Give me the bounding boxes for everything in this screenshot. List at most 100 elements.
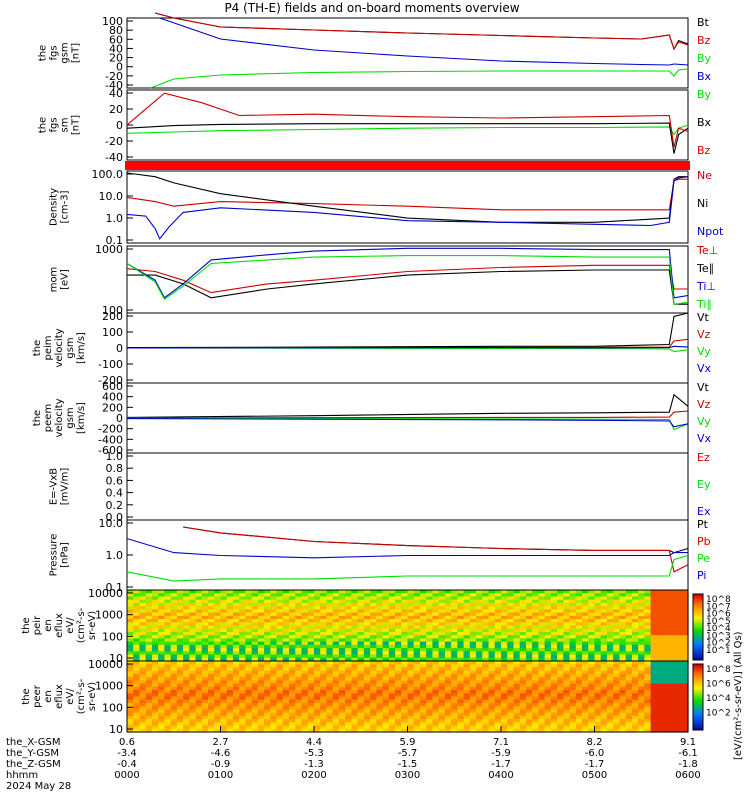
heatmap-cell — [494, 622, 502, 627]
heatmap-cell — [638, 651, 645, 656]
heatmap-cell — [507, 702, 515, 707]
heatmap-cell — [550, 677, 558, 681]
heatmap-cell — [513, 596, 521, 601]
heatmap-cell — [158, 628, 165, 633]
heatmap-cell — [295, 712, 303, 717]
heatmap-cell — [245, 670, 253, 675]
heatmap-cell — [575, 599, 583, 604]
heatmap-cell — [301, 680, 309, 685]
heatmap-cell — [451, 725, 458, 730]
heatmap-cell — [214, 664, 222, 669]
heatmap-cell — [251, 715, 259, 720]
heatmap-cell — [631, 696, 639, 701]
heatmap-cell — [295, 615, 303, 620]
heatmap-cell — [170, 628, 178, 633]
heatmap-cell — [232, 728, 240, 733]
heatmap-cell — [663, 641, 670, 646]
heatmap-cell — [656, 725, 664, 730]
heatmap-cell — [501, 619, 508, 623]
heatmap-cell — [513, 670, 521, 675]
heatmap-cell — [681, 619, 689, 623]
heatmap-cell — [289, 680, 296, 685]
heatmap-cell — [332, 641, 340, 646]
heatmap-cell — [183, 596, 190, 601]
heatmap-cell — [606, 715, 614, 720]
heatmap-cell — [382, 690, 390, 694]
y-axis-label-line: the — [21, 617, 32, 633]
heatmap-cell — [301, 673, 309, 678]
heatmap-cell — [563, 667, 571, 672]
heatmap-cell — [307, 635, 315, 640]
heatmap-cell — [151, 619, 159, 623]
heatmap-cell — [338, 693, 346, 698]
heatmap-cell — [438, 590, 446, 594]
heatmap-cell — [563, 699, 571, 704]
heatmap-cell — [351, 670, 359, 675]
heatmap-cell — [544, 590, 552, 594]
heatmap-cell — [301, 702, 309, 707]
colorbar-label: 10^8 — [706, 665, 731, 675]
heatmap-cell — [669, 596, 677, 601]
y-axis-label-line: eflux — [54, 684, 65, 709]
heatmap-cell — [382, 699, 390, 704]
heatmap-cell — [376, 702, 384, 707]
heatmap-cell — [656, 664, 664, 669]
heatmap-cell — [638, 702, 645, 707]
heatmap-cell — [220, 670, 228, 675]
panel-peer: 10000100010010thepeerenefluxeV/(cm²-s-sr… — [21, 658, 689, 736]
heatmap-cell — [239, 596, 247, 601]
heatmap-cell — [619, 651, 627, 656]
heatmap-cell — [307, 657, 315, 662]
heatmap-cell — [320, 609, 328, 614]
heatmap-cell — [613, 606, 621, 610]
heatmap-cell — [388, 690, 396, 694]
heatmap-cell — [594, 590, 602, 594]
heatmap-cell — [600, 722, 608, 727]
heatmap-cell — [139, 638, 147, 643]
heatmap-cell — [663, 596, 670, 601]
heatmap-cell — [164, 593, 172, 598]
colorbar-top-frame — [692, 593, 704, 661]
heatmap-cell — [145, 641, 153, 646]
heatmap-cell — [507, 693, 515, 698]
heatmap-cell — [370, 670, 377, 675]
heatmap-cell — [276, 686, 284, 691]
heatmap-cell — [195, 680, 203, 685]
heatmap-cell — [176, 615, 184, 620]
heatmap-cell — [257, 702, 265, 707]
heatmap-cell — [208, 702, 215, 707]
heatmap-cell — [307, 631, 315, 636]
heatmap-cell — [463, 696, 471, 701]
heatmap-cell — [426, 670, 434, 675]
heatmap-cell — [320, 664, 328, 669]
heatmap-cell — [345, 599, 352, 604]
heatmap-cell — [195, 648, 203, 652]
heatmap-cell — [432, 680, 440, 685]
heatmap-cell — [544, 599, 552, 604]
heatmap-cell — [183, 709, 190, 714]
heatmap-cell — [588, 728, 596, 733]
heatmap-cell — [164, 638, 172, 643]
heatmap-cell — [220, 651, 228, 656]
heatmap-cell — [663, 609, 670, 614]
heatmap-cell — [338, 715, 346, 720]
heatmap-cell — [407, 635, 415, 640]
heatmap-cell — [563, 690, 571, 694]
heatmap-cell — [494, 641, 502, 646]
heatmap-cell — [164, 622, 172, 627]
heatmap-cell — [656, 699, 664, 704]
heatmap-cell — [519, 612, 527, 617]
heatmap-cell — [127, 654, 134, 659]
heatmap-cell — [681, 638, 689, 643]
heatmap-cell — [195, 593, 203, 598]
heatmap-cell — [501, 641, 508, 646]
heatmap-cell — [351, 609, 359, 614]
heatmap-cell — [270, 635, 278, 640]
heatmap-cell — [295, 699, 303, 704]
heatmap-cell — [214, 719, 222, 723]
heatmap-cell — [195, 641, 203, 646]
series-Te⊥ — [126, 264, 688, 294]
heatmap-cell — [513, 619, 521, 623]
heatmap-cell — [413, 699, 421, 704]
heatmap-cell — [444, 725, 452, 730]
